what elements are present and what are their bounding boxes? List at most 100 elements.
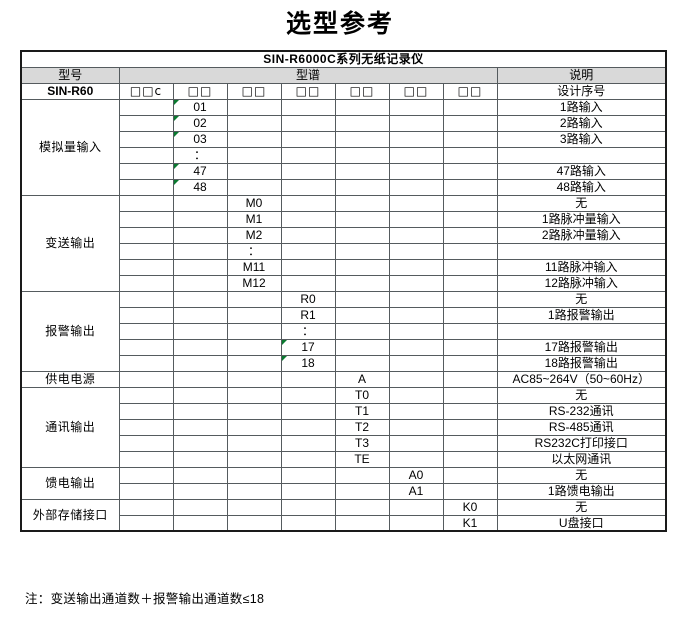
description-cell-1-0: 无 xyxy=(496,194,667,212)
empty-cell xyxy=(172,466,228,484)
empty-cell xyxy=(442,114,498,132)
group-label-0: 模拟量输入 xyxy=(20,98,120,196)
empty-cell xyxy=(280,514,336,532)
code-cell-6-1: K1 xyxy=(442,514,498,532)
code-cell-6-0: K0 xyxy=(442,498,498,516)
empty-cell xyxy=(334,210,390,228)
code-box-6: □□ xyxy=(388,82,444,100)
empty-cell xyxy=(118,274,174,292)
empty-cell xyxy=(280,178,336,196)
empty-cell xyxy=(334,162,390,180)
empty-cell xyxy=(280,402,336,420)
empty-cell xyxy=(118,386,174,404)
empty-cell xyxy=(172,450,228,468)
empty-cell xyxy=(442,290,498,308)
description-cell-4-2: RS-485通讯 xyxy=(496,418,667,436)
empty-cell xyxy=(442,354,498,372)
empty-cell xyxy=(442,338,498,356)
empty-cell xyxy=(172,274,228,292)
page-title: 选型参考 xyxy=(285,9,394,38)
description-cell-4-1: RS-232通讯 xyxy=(496,402,667,420)
description-cell-6-0: 无 xyxy=(496,498,667,516)
code-box-7: □□ xyxy=(442,82,498,100)
code-box-2: □□ xyxy=(172,82,228,100)
empty-cell xyxy=(442,162,498,180)
empty-cell xyxy=(334,338,390,356)
code-cell-3-0: A xyxy=(334,370,390,388)
description-cell-0-4: 47路输入 xyxy=(496,162,667,180)
empty-cell xyxy=(226,162,282,180)
table-row: ： xyxy=(21,146,667,164)
empty-cell xyxy=(118,226,174,244)
empty-cell xyxy=(118,162,174,180)
empty-cell xyxy=(226,130,282,148)
empty-cell xyxy=(388,130,444,148)
empty-cell xyxy=(388,274,444,292)
empty-cell xyxy=(118,434,174,452)
empty-cell xyxy=(226,338,282,356)
description-cell-6-1: U盘接口 xyxy=(496,514,667,532)
code-cell-1-4: M11 xyxy=(226,258,282,276)
description-design-serial: 设计序号 xyxy=(496,82,667,100)
empty-cell xyxy=(118,498,174,516)
empty-cell xyxy=(388,322,444,340)
empty-cell xyxy=(442,274,498,292)
empty-cell xyxy=(280,98,336,116)
empty-cell xyxy=(442,322,498,340)
empty-cell xyxy=(442,482,498,500)
table-row: R1 1路报警输出 xyxy=(21,306,667,324)
code-cell-0-1: 02 xyxy=(172,114,228,132)
group-label-4: 通讯输出 xyxy=(20,386,120,468)
column-header-spectrum: 型谱 xyxy=(118,66,498,84)
empty-cell xyxy=(334,482,390,500)
model-number: SIN-R60 xyxy=(20,82,120,100)
empty-cell xyxy=(280,242,336,260)
empty-cell xyxy=(280,162,336,180)
code-cell-5-1: A1 xyxy=(388,482,444,500)
description-cell-3-0: AC85~264V（50~60Hz） xyxy=(496,370,667,388)
empty-cell xyxy=(442,370,498,388)
empty-cell xyxy=(388,386,444,404)
empty-cell xyxy=(118,338,174,356)
empty-cell xyxy=(388,354,444,372)
table-header-row: 型号 型谱 说明 xyxy=(20,66,667,84)
empty-cell xyxy=(172,242,228,260)
code-box-1: □□c xyxy=(118,82,174,100)
description-cell-0-0: 1路输入 xyxy=(496,98,667,116)
empty-cell xyxy=(442,306,498,324)
description-cell-0-2: 3路输入 xyxy=(496,130,667,148)
description-cell-5-1: 1路馈电输出 xyxy=(496,482,667,500)
empty-cell xyxy=(172,338,228,356)
empty-cell xyxy=(442,130,498,148)
empty-cell xyxy=(118,466,174,484)
empty-cell xyxy=(442,178,498,196)
empty-cell xyxy=(388,226,444,244)
empty-cell xyxy=(118,370,174,388)
description-cell-2-3: 17路报警输出 xyxy=(496,338,667,356)
code-cell-1-2: M2 xyxy=(226,226,282,244)
empty-cell xyxy=(388,514,444,532)
empty-cell xyxy=(118,418,174,436)
empty-cell xyxy=(118,210,174,228)
code-cell-1-3: ： xyxy=(226,242,282,260)
empty-cell xyxy=(172,498,228,516)
table-row: M2 2路脉冲量输入 xyxy=(21,226,667,244)
empty-cell xyxy=(388,402,444,420)
empty-cell xyxy=(172,434,228,452)
description-cell-2-0: 无 xyxy=(496,290,667,308)
code-cell-4-4: TE xyxy=(334,450,390,468)
empty-cell xyxy=(226,418,282,436)
description-cell-4-4: 以太网通讯 xyxy=(496,450,667,468)
empty-cell xyxy=(280,130,336,148)
description-cell-2-4: 18路报警输出 xyxy=(496,354,667,372)
table-row: 通讯输出 T0 无 xyxy=(20,386,667,468)
description-cell-1-2: 2路脉冲量输入 xyxy=(496,226,667,244)
empty-cell xyxy=(118,146,174,164)
empty-cell xyxy=(172,258,228,276)
empty-cell xyxy=(226,482,282,500)
description-cell-1-5: 12路脉冲输入 xyxy=(496,274,667,292)
code-cell-2-3: 17 xyxy=(280,338,336,356)
empty-cell xyxy=(388,306,444,324)
table-row: 17 17路报警输出 xyxy=(21,338,667,356)
